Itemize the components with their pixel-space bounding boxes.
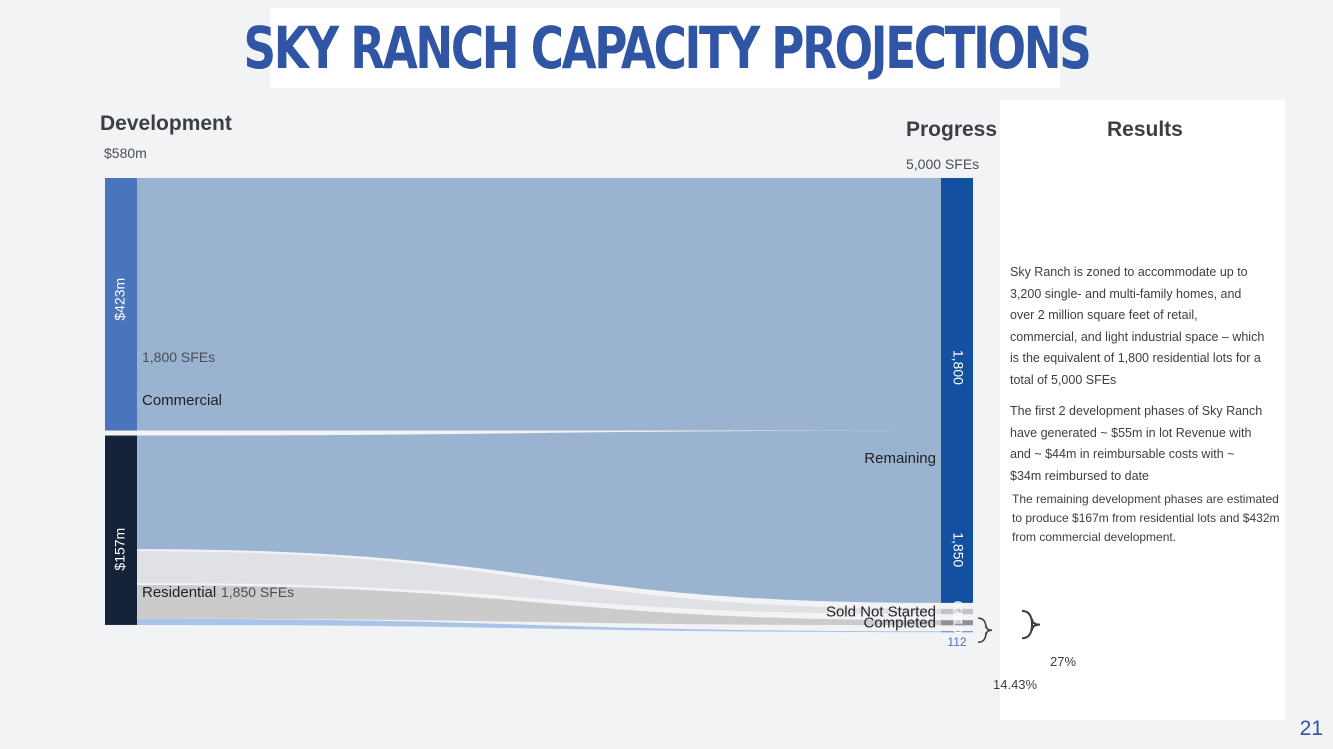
node-commercial — [105, 178, 137, 431]
completed-name-label: Completed — [863, 615, 936, 632]
node-112 — [941, 631, 973, 633]
node-completed — [941, 620, 973, 626]
residential-name-label: Residential — [142, 584, 216, 601]
node-sold-not-started — [941, 608, 973, 615]
flow-residential-112 — [137, 618, 941, 633]
results-paragraph-3: The remaining development phases are est… — [1012, 492, 1280, 544]
remaining-segment-1850-label: 1,850 — [950, 532, 966, 567]
percent-27-label: 27% — [1050, 654, 1077, 669]
residential-value-label: $157m — [112, 528, 128, 571]
commercial-value-label: $423m — [112, 278, 128, 321]
results-paragraph-2: The first 2 development phases of Sky Ra… — [1010, 404, 1263, 483]
flow-residential-completed — [137, 585, 941, 626]
page-title: SKY RANCH CAPACITY PROJECTIONS — [243, 14, 1091, 82]
bracket-14-percent — [977, 617, 993, 643]
commercial-sfe-label: 1,800 SFEs — [142, 349, 215, 365]
bracket-27-percent — [1021, 609, 1041, 640]
development-header: Development — [100, 112, 232, 135]
flow-commercial-remaining — [137, 178, 941, 431]
development-total: $580m — [104, 145, 147, 161]
sold-not-started-value-label: 628 — [951, 601, 966, 623]
remaining-name-label: Remaining — [864, 450, 936, 467]
value-112-label: 112 — [947, 635, 966, 649]
remaining-segment-1800-label: 1,800 — [950, 350, 966, 385]
residential-sfe-label: 1,850 SFEs — [221, 584, 294, 600]
results-paragraph-1: Sky Ranch is zoned to accommodate up to … — [1010, 265, 1265, 387]
node-remaining — [941, 178, 973, 603]
percent-14-label: 14.43% — [993, 677, 1038, 692]
flow-residential-remaining — [137, 430, 941, 603]
sold-not-started-name-label: Sold Not Started — [826, 604, 936, 621]
node-residential — [105, 435, 137, 625]
commercial-name-label: Commercial — [142, 392, 222, 409]
flow-residential-sold-not-started — [137, 551, 941, 615]
progress-header: Progress — [906, 118, 998, 141]
results-background — [1000, 100, 1285, 720]
completed-value-label: 610 — [951, 612, 966, 634]
title-background — [270, 8, 1060, 88]
progress-total: 5,000 SFEs — [906, 156, 980, 172]
page-number: 21 — [1299, 717, 1323, 740]
results-header: Results — [1107, 118, 1183, 141]
